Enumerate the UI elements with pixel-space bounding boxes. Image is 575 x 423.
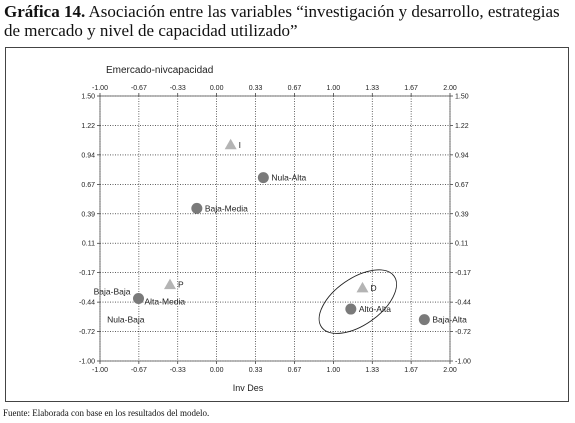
plot-area-border: [99, 95, 451, 362]
x-tick-label: 2.00: [443, 367, 457, 374]
x-tick-label: 0.33: [249, 367, 263, 374]
x-tick-label: -0.67: [131, 367, 147, 374]
point-p: [164, 278, 176, 290]
y-tick-label-right: -0.44: [455, 300, 471, 307]
y-tick-label-right: 1.50: [455, 94, 469, 101]
point-nula-alta: [257, 172, 269, 184]
point-i: [224, 138, 237, 150]
x-tick-label-top: -0.67: [131, 85, 147, 92]
point-baja-media: [191, 202, 203, 214]
point-label-baja-media: Baja-Media: [205, 203, 248, 213]
annotation-layer: [318, 269, 397, 334]
x-tick-label-top: 1.00: [327, 85, 341, 92]
tick-labels: -1.00-1.00-0.67-0.67-0.33-0.330.000.000.…: [79, 85, 471, 374]
points-layer: I P D Nula-Alta Baja-Media Baja-Baja Alta-Medi…: [94, 138, 467, 326]
y-tick-label: 0.94: [81, 152, 95, 159]
point-label-nula-alta: Nula-Alta: [271, 173, 306, 183]
point-label-p: P: [178, 280, 184, 290]
x-tick-label-top: 0.33: [249, 85, 263, 92]
x-tick-label-top: -1.00: [92, 85, 108, 92]
y-tick-label-right: 0.39: [455, 211, 469, 218]
point-label-alto-alta: Alto-Alta: [359, 304, 391, 314]
x-tick-label-top: 1.33: [365, 85, 379, 92]
x-tick-label: 1.67: [404, 367, 418, 374]
y-tick-label: -1.00: [79, 359, 95, 366]
grid-layer: [97, 93, 453, 364]
y-tick-label-right: -0.72: [455, 329, 471, 336]
top-axis-label: Emercado-nivcapacidad: [106, 65, 213, 76]
y-tick-label: 1.50: [81, 94, 95, 101]
source-note: Fuente: Elaborada con base en los result…: [3, 408, 210, 418]
point-label-nula-baja: Nula-Baja: [107, 314, 145, 324]
y-tick-label: -0.17: [79, 270, 95, 277]
x-tick-label-top: 1.67: [404, 85, 418, 92]
point-label-i: I: [239, 140, 241, 150]
x-tick-label-top: -0.33: [170, 85, 186, 92]
y-tick-label-right: 0.11: [455, 241, 468, 248]
y-tick-label: 0.67: [81, 182, 95, 189]
y-tick-label: 0.39: [81, 211, 95, 218]
y-tick-label: -0.72: [79, 329, 95, 336]
y-tick-label: -0.44: [79, 300, 95, 307]
chart-title-text: Asociación entre las variables “investig…: [4, 2, 560, 40]
point-d: [356, 281, 369, 293]
point-label-d: D: [371, 283, 377, 293]
x-tick-label: -0.33: [170, 367, 186, 374]
x-tick-label: 1.33: [365, 367, 379, 374]
x-tick-label: 0.00: [210, 367, 224, 374]
x-tick-label: -1.00: [92, 367, 108, 374]
point-label-baja-baja: Baja-Baja: [94, 286, 131, 296]
point-label-alta-media: Alta-Media: [145, 296, 186, 306]
x-tick-label: 1.00: [327, 367, 341, 374]
point-baja-alta: [418, 314, 430, 326]
y-tick-label-right: 0.67: [455, 182, 469, 189]
y-tick-label-right: -1.00: [455, 359, 471, 366]
y-tick-label-right: -0.17: [455, 270, 471, 277]
x-tick-label-top: 0.00: [210, 85, 224, 92]
x-tick-label-top: 2.00: [443, 85, 457, 92]
group-ellipse: [318, 269, 397, 334]
chart-frame: Emercado-nivcapacidad -1.00 -1.00 -0.67 -0.…: [5, 47, 569, 402]
point-baja-baja: [133, 292, 144, 304]
x-tick-label-top: 0.67: [288, 85, 302, 92]
chart-title: Gráfica 14. Asociación entre las variabl…: [4, 2, 572, 40]
point-alto-alta: [345, 303, 357, 315]
y-tick-label-right: 1.22: [455, 123, 469, 130]
scatter-chart: Emercado-nivcapacidad -1.00-1.00-0.67-0.…: [79, 65, 471, 393]
point-label-baja-alta: Baja-Alta: [432, 315, 467, 325]
chart-title-number: Gráfica 14.: [4, 2, 86, 21]
y-tick-label: 1.22: [81, 123, 95, 130]
y-tick-label-right: 0.94: [455, 152, 469, 159]
x-axis-label: Inv Des: [233, 383, 264, 393]
x-tick-label: 0.67: [288, 367, 302, 374]
y-tick-label: 0.11: [82, 241, 95, 248]
